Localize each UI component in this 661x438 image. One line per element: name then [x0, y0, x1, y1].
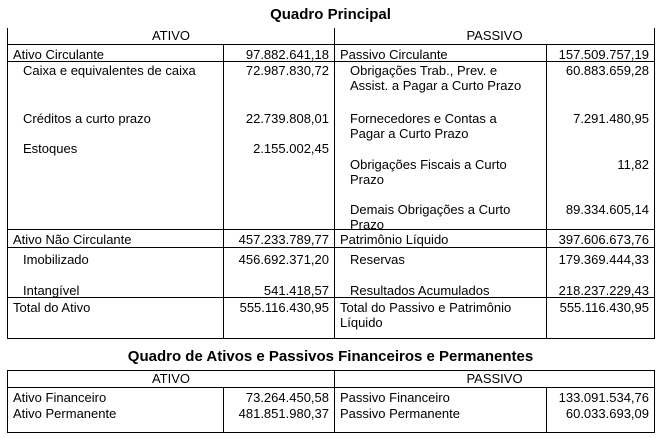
ativo-column-header: ATIVO — [151, 371, 191, 386]
ativo-nao-circulante-item-values: 456.692.371,20 541.418,57 — [223, 248, 334, 297]
passivo-values: 133.091.534,76 60.033.693,09 — [546, 388, 654, 432]
creditos-value: 22.739.808,01 — [245, 111, 329, 126]
ativo-permanente-label: Ativo Permanente — [13, 406, 117, 421]
obrigacoes-fiscais-value: 11,82 — [617, 157, 649, 172]
resultados-acumulados-value: 218.237.229,43 — [558, 283, 649, 298]
passivo-circulante-label: Passivo Circulante — [334, 45, 546, 61]
table-row-circulante: Ativo Circulante 97.882.641,18 Passivo C… — [8, 45, 654, 62]
passivo-circulante-value: 157.509.757,19 — [546, 45, 654, 61]
passivo-financeiro-label: Passivo Financeiro — [340, 390, 450, 405]
reservas-label: Reservas — [350, 252, 405, 267]
ativo-financeiro-value: 73.264.450,58 — [245, 390, 329, 405]
reservas-value: 179.369.444,33 — [558, 252, 649, 267]
caixa-value: 72.987.830,72 — [245, 63, 329, 78]
table-body: Ativo Financeiro Ativo Permanente 73.264… — [8, 388, 654, 433]
total-ativo-label: Total do Ativo — [13, 300, 91, 315]
table-row-totals: Total do Ativo 555.116.430,95 Total do P… — [8, 298, 654, 339]
imobilizado-value: 456.692.371,20 — [238, 252, 329, 267]
demais-obrigacoes-label: Demais Obrigações a Curto Prazo — [350, 202, 511, 230]
passivo-column-header: PASSIVO — [334, 371, 654, 387]
quadro-principal-table: ATIVO PASSIVO Ativo Circulante 97.882.64… — [7, 28, 655, 339]
ativo-circulante-value: 97.882.641,18 — [223, 45, 334, 61]
ativo-labels: Ativo Financeiro Ativo Permanente — [8, 388, 223, 432]
estoques-label: Estoques — [23, 141, 78, 156]
total-ativo-value: 555.116.430,95 — [223, 298, 334, 338]
passivo-column-header: PASSIVO — [334, 28, 654, 44]
ativo-nao-circulante-label: Ativo Não Circulante — [13, 232, 132, 247]
creditos-label: Créditos a curto prazo — [23, 111, 151, 126]
quadro-principal-title: Quadro Principal — [270, 6, 391, 23]
total-passivo-value: 555.116.430,95 — [546, 298, 654, 338]
fornecedores-value: 7.291.480,95 — [573, 111, 649, 126]
ativo-circulante-label: Ativo Circulante — [13, 47, 105, 62]
obrigacoes-trab-label: Obrigações Trab., Prev. e Assist. a Paga… — [350, 63, 522, 93]
column-header-row: ATIVO PASSIVO — [8, 370, 654, 388]
passivo-circulante-item-values: 60.883.659,28 7.291.480,95 11,82 89.334.… — [546, 62, 654, 229]
intangivel-label: Intangível — [23, 283, 80, 298]
patrimonio-liquido-label: Patrimônio Líquido — [334, 230, 546, 247]
ativo-nao-circulante-item-labels: Imobilizado Intangível — [8, 248, 223, 297]
patrimonio-liquido-item-values: 179.369.444,33 218.237.229,43 — [546, 248, 654, 297]
resultados-acumulados-label: Resultados Acumulados — [350, 283, 490, 298]
ativo-financeiro-label: Ativo Financeiro — [13, 390, 107, 405]
column-header-row: ATIVO PASSIVO — [8, 28, 654, 45]
passivo-financeiro-value: 133.091.534,76 — [558, 390, 649, 405]
table-row-nao-circulante-detail: Imobilizado Intangível 456.692.371,20 54… — [8, 248, 654, 298]
fornecedores-label: Fornecedores e Contas a Pagar a Curto Pr… — [350, 111, 497, 141]
estoques-value: 2.155.002,45 — [253, 141, 329, 156]
ativo-circulante-item-values: 72.987.830,72 22.739.808,01 2.155.002,45 — [223, 62, 334, 229]
imobilizado-label: Imobilizado — [23, 252, 89, 267]
obrigacoes-fiscais-label: Obrigações Fiscais a Curto Prazo — [350, 157, 507, 187]
passivo-permanente-value: 60.033.693,09 — [565, 406, 649, 421]
quadro-financeiro-table: ATIVO PASSIVO Ativo Financeiro Ativo Per… — [7, 370, 655, 433]
ativo-permanente-value: 481.851.980,37 — [238, 406, 329, 421]
caixa-label: Caixa e equivalentes de caixa — [23, 63, 196, 78]
passivo-circulante-item-labels: Obrigações Trab., Prev. e Assist. a Paga… — [334, 62, 546, 229]
demais-obrigacoes-value: 89.334.605,14 — [565, 202, 649, 217]
ativo-nao-circulante-value: 457.233.789,77 — [223, 230, 334, 247]
ativo-values: 73.264.450,58 481.851.980,37 — [223, 388, 334, 432]
total-passivo-label: Total do Passivo e Patrimônio Líquido — [334, 298, 546, 338]
quadro-financeiro-title: Quadro de Ativos e Passivos Financeiros … — [127, 348, 534, 365]
patrimonio-liquido-value: 397.606.673,76 — [546, 230, 654, 247]
passivo-labels: Passivo Financeiro Passivo Permanente — [334, 388, 546, 432]
table-row-nao-circulante: Ativo Não Circulante 457.233.789,77 Patr… — [8, 230, 654, 248]
intangivel-value: 541.418,57 — [263, 283, 329, 298]
ativo-circulante-item-labels: Caixa e equivalentes de caixa Créditos a… — [8, 62, 223, 229]
passivo-permanente-label: Passivo Permanente — [340, 406, 460, 421]
table-row-circulante-detail: Caixa e equivalentes de caixa Créditos a… — [8, 62, 654, 230]
ativo-column-header: ATIVO — [151, 28, 191, 43]
obrigacoes-trab-value: 60.883.659,28 — [565, 63, 649, 78]
patrimonio-liquido-item-labels: Reservas Resultados Acumulados — [334, 248, 546, 297]
